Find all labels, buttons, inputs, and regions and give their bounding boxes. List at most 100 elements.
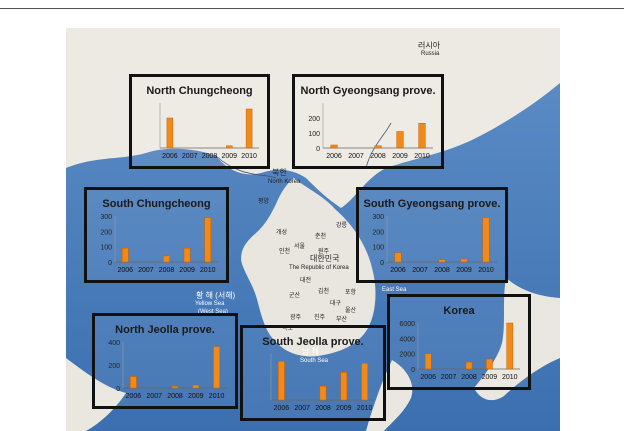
bar-2006 [130,376,137,389]
map-label-mokpo: 목포 [282,326,294,332]
map-label-chuncheon: 춘천 [315,234,327,240]
x-tick-label: 2009 [482,374,498,381]
x-tick-label: 2006 [274,405,290,412]
y-tick-label: 200 [100,229,112,236]
bar-2010 [361,362,368,401]
map-label-gunsan: 군산 [289,293,301,299]
bar-2009 [192,384,200,389]
bar-2006 [278,361,285,401]
x-tick-label: 2007 [412,267,428,274]
x-tick-label: 2008 [202,153,218,160]
bar-2006 [166,117,174,149]
chart-title: North Chungcheong [146,85,253,97]
chart-title: South Gyeongsang prove. [363,198,501,210]
map-label-jinju: 진주 [314,315,326,321]
bar-chart-svg: 2006 2007 2008 2009 2010 [159,103,259,160]
map-label-daejeon: 대전 [300,278,312,284]
x-tick-label: 2006 [326,153,342,160]
x-tick-label: 2010 [414,153,430,160]
map-label-north-korea-en: North Korea [268,179,301,185]
x-tick-label: 2007 [182,153,198,160]
bar-2010 [506,322,514,370]
map-label-incheon: 인천 [279,249,291,255]
chart-panel-north-jeolla: North Jeolla prove. 400 200 0 2006 2007 2008 2… [92,313,238,409]
map-label-gwangju: 광주 [290,315,302,321]
bar-2009 [183,247,191,263]
map-label-yellow-sea-en: Yellow Sea [195,301,225,307]
map-label-kaesong: 개성 [276,230,288,236]
y-tick-label: 300 [372,214,384,221]
x-tick-label: 2009 [336,405,352,412]
x-tick-label: 2008 [167,393,183,400]
bar-2008 [374,145,382,149]
y-tick-label: 0 [411,367,415,374]
chart-panel-south-jeolla: South Jeolla prove. 2006 2007 2008 2009 2010 [240,325,386,421]
map-label-wonju: 원주 [318,249,330,255]
bar-chart-svg: 200 100 0 2006 2007 2008 2009 2010 [308,103,433,160]
bar-2009 [486,358,493,370]
x-tick-label: 2010 [209,393,225,400]
bar-2009 [396,131,404,149]
chart-title: North Jeolla prove. [115,324,215,336]
chart-panel-south-chungcheong: South Chungcheong 300 200 100 0 2006 2007 2008… [84,187,229,283]
x-tick-label: 2006 [118,267,134,274]
top-rule [0,8,624,9]
x-tick-label: 2006 [390,267,406,274]
bar-2006 [121,247,129,263]
y-tick-label: 0 [116,386,120,393]
bar-2010 [418,123,426,149]
y-tick-label: 200 [108,363,120,370]
map-label-gimcheon: 김천 [318,289,330,295]
map-label-east-sea: East Sea [382,287,407,293]
x-tick-label: 2008 [159,267,175,274]
bar-2010 [204,217,212,263]
chart-title: North Gyeongsang prove. [300,85,436,97]
map-label-north-korea-ko: 북한 [272,168,287,177]
x-tick-label: 2009 [456,267,472,274]
bar-2008 [465,361,473,370]
x-tick-label: 2007 [348,153,364,160]
bar-2008 [319,385,327,401]
y-tick-label: 100 [100,245,112,252]
bar-2006 [424,353,432,370]
chart-panel-north-chungcheong: North Chungcheong 2006 2007 2008 2009 2010 [129,74,270,169]
bar-chart-svg: 6000 4000 2000 0 2006 2007 2008 2009 2010 [399,321,520,381]
y-tick-label: 400 [108,340,120,347]
y-tick-label: 300 [100,214,112,221]
chart-panel-south-gyeongsang: South Gyeongsang prove. 300 200 100 0 2006 20… [356,187,508,283]
x-tick-label: 2010 [502,374,518,381]
x-tick-label: 2010 [357,405,373,412]
x-tick-label: 2007 [138,267,154,274]
map-label-seoul: 서울 [294,244,306,250]
x-tick-label: 2007 [294,405,310,412]
x-tick-label: 2008 [461,374,477,381]
x-tick-label: 2008 [315,405,331,412]
y-tick-label: 0 [316,146,320,153]
chart-panel-north-gyeongsang: North Gyeongsang prove. 200 100 0 2006 2007 2… [292,74,444,169]
bar-2010 [245,108,253,149]
y-tick-label: 100 [308,131,320,138]
map-label-west-sea: (West Sea) [198,309,228,315]
x-tick-label: 2006 [162,153,178,160]
y-tick-label: 200 [372,229,384,236]
x-tick-label: 2009 [188,393,204,400]
map-label-yellow-sea-ko: 황 해 (서해) [196,291,236,300]
y-tick-label: 4000 [399,336,415,343]
bar-2010 [213,346,220,389]
x-tick-label: 2008 [434,267,450,274]
map-label-busan: 부산 [336,317,348,323]
map-label-daegu: 대구 [330,301,342,307]
bar-2008 [438,259,446,263]
bar-chart-svg: 2006 2007 2008 2009 2010 [270,354,375,412]
x-tick-label: 2008 [370,153,386,160]
x-tick-label: 2007 [441,374,457,381]
map-label-ulsan: 울산 [345,308,357,314]
map-label-pyongyang: 평양 [258,199,270,205]
y-tick-label: 100 [372,245,384,252]
bar-2009 [226,145,233,149]
bar-chart-svg: 300 200 100 0 2006 2007 2008 2009 2010 [372,214,497,274]
bar-chart-svg: 400 200 0 2006 2007 2008 2009 2010 [108,340,227,400]
bar-2008 [171,386,179,389]
korea-map-background [66,28,560,431]
chart-title: South Jeolla prove. [262,336,364,348]
